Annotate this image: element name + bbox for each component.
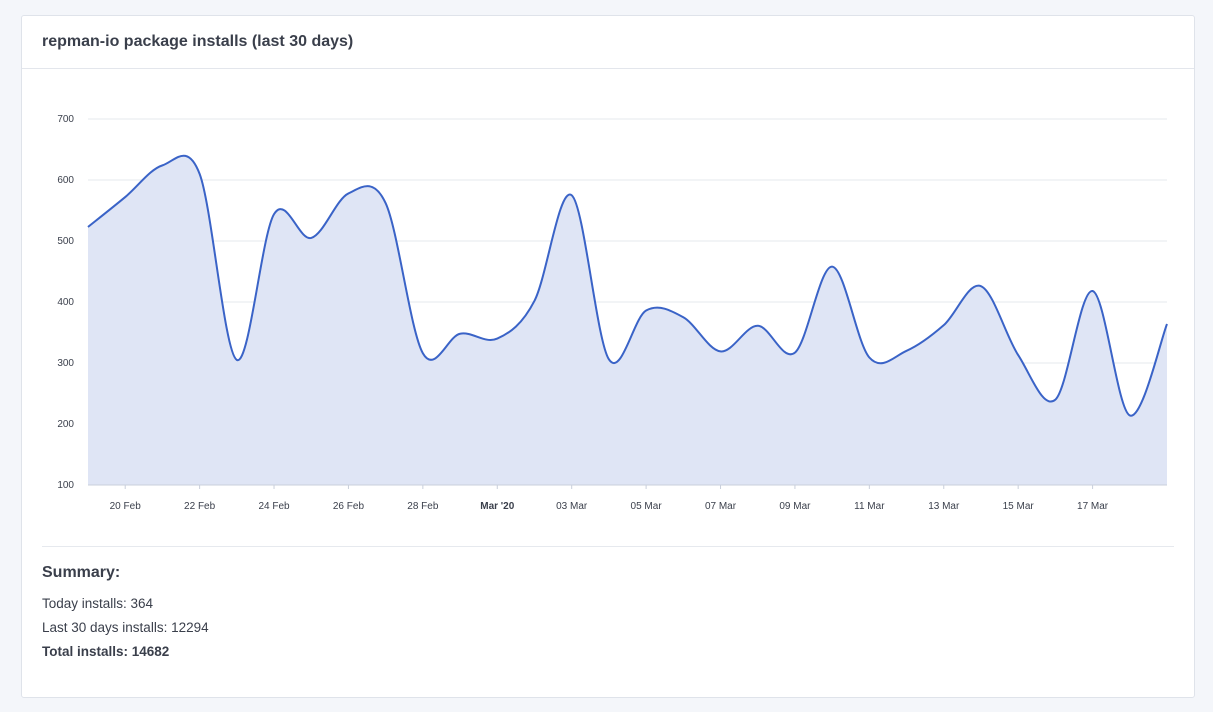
divider	[42, 546, 1174, 547]
x-tick-label: 17 Mar	[1077, 501, 1109, 512]
card-header: repman-io package installs (last 30 days…	[22, 16, 1194, 69]
x-tick-label: 05 Mar	[631, 501, 663, 512]
x-tick-label: 13 Mar	[928, 501, 960, 512]
series-area	[88, 155, 1167, 485]
x-tick-label: 03 Mar	[556, 501, 588, 512]
installs-chart-svg: 100 200 300 400 500 600 700 20 Feb 22 Feb 24 Feb 2…	[57, 114, 1168, 512]
y-tick-label: 200	[57, 419, 74, 430]
summary-section: Summary: Today installs: 364 Last 30 day…	[42, 564, 209, 664]
last-30-days-installs: Last 30 days installs: 12294	[42, 620, 209, 635]
summary-heading: Summary:	[42, 564, 121, 581]
x-tick-label: 24 Feb	[258, 501, 290, 512]
series-line	[87, 154, 1168, 417]
x-tick-label: 26 Feb	[333, 501, 365, 512]
y-tick-label: 300	[57, 358, 74, 369]
y-tick-label: 700	[57, 114, 74, 125]
y-tick-label: 600	[57, 175, 74, 186]
y-tick-label: 100	[57, 480, 74, 491]
y-tick-label: 400	[57, 297, 74, 308]
today-installs: Today installs: 364	[42, 596, 154, 611]
y-tick-label: 500	[57, 236, 74, 247]
x-tick-label: Mar '20	[480, 501, 515, 512]
card-title: repman-io package installs (last 30 days…	[42, 33, 354, 50]
installs-card: repman-io package installs (last 30 days…	[21, 15, 1195, 698]
x-tick-label: 28 Feb	[407, 501, 439, 512]
total-installs: Total installs: 14682	[42, 644, 170, 659]
installs-chart: 100 200 300 400 500 600 700 20 Feb 22 Feb 24 Feb 2…	[22, 69, 1196, 539]
x-tick-label: 09 Mar	[779, 501, 811, 512]
x-tick-label: 20 Feb	[110, 501, 142, 512]
x-tick-label: 11 Mar	[854, 501, 885, 512]
x-tick-label: 07 Mar	[705, 501, 737, 512]
x-tick-label: 22 Feb	[184, 501, 216, 512]
x-tick-label: 15 Mar	[1003, 501, 1035, 512]
